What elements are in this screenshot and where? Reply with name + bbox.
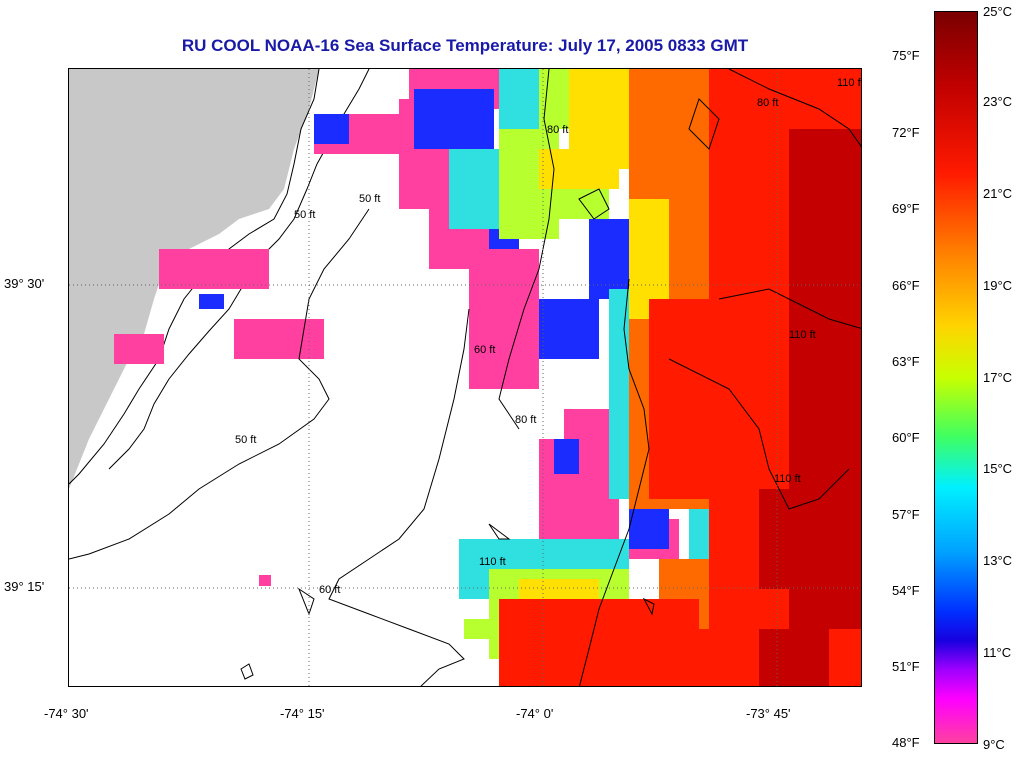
- depth-label: 60 ft: [319, 584, 341, 596]
- celsius-label: 11°C: [983, 645, 1012, 660]
- longitude-label: -73° 45': [746, 706, 791, 721]
- celsius-label: 21°C: [983, 186, 1013, 201]
- celsius-label: 17°C: [983, 370, 1013, 385]
- celsius-label: 23°C: [983, 94, 1013, 109]
- depth-label: 80 ft: [515, 414, 537, 426]
- fahrenheit-label: 54°F: [892, 583, 920, 598]
- depth-label: 110 ft: [837, 77, 862, 89]
- depth-label: 110 ft: [774, 473, 801, 485]
- celsius-label: 15°C: [983, 461, 1013, 476]
- depth-label: 110 ft: [479, 556, 506, 568]
- fahrenheit-label: 63°F: [892, 354, 920, 369]
- graticule: [69, 69, 861, 686]
- depth-label: 50 ft: [359, 193, 381, 205]
- celsius-label: 19°C: [983, 278, 1013, 293]
- depth-label: 80 ft: [757, 97, 779, 109]
- fahrenheit-label: 72°F: [892, 125, 920, 140]
- fahrenheit-label: 69°F: [892, 201, 920, 216]
- fahrenheit-label: 60°F: [892, 430, 920, 445]
- longitude-label: -74° 30': [44, 706, 89, 721]
- latitude-label: 39° 15': [4, 579, 45, 594]
- temperature-colorbar: [934, 11, 978, 744]
- fahrenheit-label: 75°F: [892, 48, 920, 63]
- celsius-label: 9°C: [983, 737, 1005, 752]
- celsius-label: 25°C: [983, 4, 1013, 19]
- fahrenheit-label: 48°F: [892, 735, 920, 750]
- depth-label: 60 ft: [474, 344, 496, 356]
- depth-label: 80 ft: [547, 124, 569, 136]
- longitude-label: -74° 15': [280, 706, 325, 721]
- sst-map-canvas: [69, 69, 861, 686]
- celsius-label: 13°C: [983, 553, 1013, 568]
- depth-contours: [69, 69, 861, 686]
- depth-label: 50 ft: [235, 434, 257, 446]
- latitude-label: 39° 30': [4, 276, 45, 291]
- map-title: RU COOL NOAA-16 Sea Surface Temperature:…: [181, 36, 749, 55]
- sst-map[interactable]: 50 ft 50 ft 50 ft 60 ft 60 ft 80 ft 80 f…: [68, 68, 862, 687]
- longitude-label: -74° 0': [516, 706, 554, 721]
- fahrenheit-label: 51°F: [892, 659, 920, 674]
- land-area: [69, 69, 319, 489]
- fahrenheit-label: 66°F: [892, 278, 920, 293]
- depth-label: 50 ft: [294, 209, 316, 221]
- depth-label: 110 ft: [789, 329, 816, 341]
- fahrenheit-label: 57°F: [892, 507, 920, 522]
